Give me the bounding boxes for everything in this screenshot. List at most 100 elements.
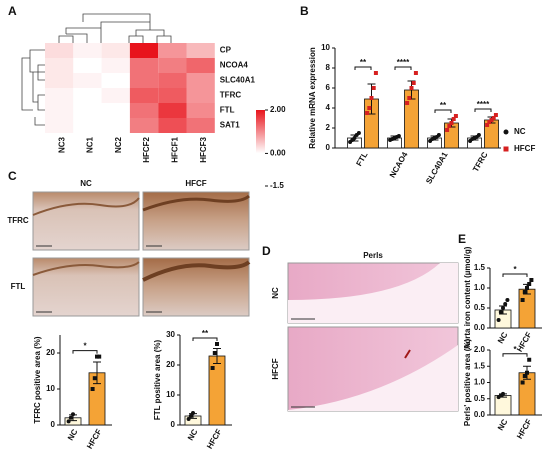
data-point bbox=[522, 290, 527, 294]
heatmap-cell bbox=[186, 103, 215, 118]
heatmap-cell bbox=[158, 118, 187, 133]
significance-label: ** bbox=[440, 101, 447, 110]
heatmap-cell bbox=[186, 58, 215, 73]
data-point bbox=[436, 133, 441, 137]
data-point bbox=[210, 366, 215, 370]
significance-bracket bbox=[192, 337, 218, 341]
data-point bbox=[92, 376, 97, 381]
row-label: FTL bbox=[220, 106, 235, 115]
y-tick-label: 0.5 bbox=[474, 394, 486, 403]
data-point bbox=[215, 342, 219, 346]
data-point bbox=[212, 351, 217, 355]
heatmap-cell bbox=[73, 73, 102, 88]
data-point bbox=[476, 133, 481, 137]
panel-label: E bbox=[458, 232, 466, 246]
significance-bracket bbox=[474, 108, 492, 112]
y-tick-label: 2.0 bbox=[474, 345, 486, 354]
colorbar-label: 2.00 bbox=[270, 105, 286, 114]
heatmap-cell bbox=[73, 43, 102, 58]
heatmap-cell bbox=[45, 88, 74, 103]
data-point bbox=[95, 354, 99, 359]
data-point bbox=[396, 134, 401, 138]
heatmap-cell bbox=[129, 43, 159, 58]
heatmap-cell bbox=[45, 103, 74, 118]
heatmap-cell bbox=[45, 58, 74, 73]
data-point bbox=[407, 96, 412, 100]
x-tick-label: HFCF bbox=[515, 417, 534, 440]
significance-label: * bbox=[513, 265, 517, 274]
heatmap-cell bbox=[45, 73, 74, 88]
heatmap-cell bbox=[158, 58, 187, 73]
data-point bbox=[66, 419, 71, 424]
data-point bbox=[409, 86, 414, 90]
y-tick-label: 8 bbox=[326, 63, 331, 72]
image-title: Perls bbox=[363, 251, 383, 260]
row-label: NCOA4 bbox=[220, 61, 249, 70]
column-label: HFCF3 bbox=[199, 136, 208, 162]
data-point bbox=[503, 302, 508, 306]
data-point bbox=[493, 113, 498, 117]
data-point bbox=[356, 131, 361, 135]
significance-bracket bbox=[502, 353, 528, 357]
data-point bbox=[68, 415, 73, 420]
column-label: HFCF1 bbox=[170, 136, 179, 162]
image-row-label: TFRC bbox=[7, 216, 29, 225]
data-point bbox=[365, 111, 370, 115]
heatmap-cell bbox=[129, 103, 159, 118]
data-point bbox=[451, 117, 456, 121]
y-tick-label: 0 bbox=[171, 420, 176, 429]
significance-label: * bbox=[513, 345, 517, 354]
heatmap-cell bbox=[158, 88, 187, 103]
data-point bbox=[520, 380, 525, 385]
y-tick-label: 0 bbox=[326, 143, 331, 152]
data-point bbox=[525, 286, 529, 290]
colorbar-label: -1.5 bbox=[270, 181, 284, 190]
data-point bbox=[405, 101, 410, 105]
significance-label: ** bbox=[202, 329, 209, 338]
significance-label: * bbox=[83, 342, 87, 351]
x-tick-label: NCAO4 bbox=[388, 150, 410, 179]
heatmap-cell bbox=[45, 118, 74, 133]
y-tick-label: 1.0 bbox=[474, 378, 486, 387]
heatmap-cell bbox=[101, 43, 130, 58]
column-label: NC3 bbox=[57, 136, 66, 153]
x-tick-label: NC bbox=[496, 330, 510, 345]
data-point bbox=[496, 318, 501, 322]
data-point bbox=[453, 114, 458, 118]
heatmap-cell bbox=[101, 58, 130, 73]
x-tick-label: SLC40A1 bbox=[424, 150, 450, 185]
data-point bbox=[191, 411, 195, 415]
column-label: NC1 bbox=[86, 136, 95, 153]
data-point bbox=[527, 282, 532, 286]
data-point bbox=[90, 387, 95, 391]
data-point bbox=[491, 116, 496, 120]
colorbar bbox=[256, 110, 265, 186]
heatmap-cell bbox=[186, 73, 215, 88]
y-tick-label: 1.5 bbox=[474, 263, 486, 272]
y-tick-label: 10 bbox=[46, 384, 55, 393]
x-tick-label: NC bbox=[496, 417, 510, 432]
panel-label: A bbox=[8, 4, 17, 18]
data-point bbox=[527, 357, 532, 362]
data-point bbox=[505, 298, 510, 302]
dendrograms bbox=[21, 13, 172, 126]
heatmap-cell bbox=[186, 43, 215, 58]
y-tick-label: 0.0 bbox=[474, 323, 486, 332]
significance-label: **** bbox=[477, 100, 490, 109]
data-point bbox=[529, 278, 534, 282]
row-label: TFRC bbox=[220, 91, 242, 100]
data-point bbox=[413, 71, 418, 75]
heatmap-cell bbox=[101, 118, 130, 133]
y-tick-label: 1.0 bbox=[474, 283, 486, 292]
heatmap-cell bbox=[73, 88, 102, 103]
data-point bbox=[369, 96, 374, 100]
y-axis-label: Aorta iron content (µmol/g) bbox=[463, 246, 472, 349]
significance-bracket bbox=[72, 350, 98, 354]
data-point bbox=[445, 128, 450, 132]
y-tick-label: 0.0 bbox=[474, 410, 486, 419]
significance-bracket bbox=[434, 109, 452, 113]
data-point bbox=[485, 123, 490, 127]
panel-label: B bbox=[300, 4, 309, 18]
significance-bracket bbox=[502, 273, 528, 277]
y-axis-label: FTL positive area (%) bbox=[153, 340, 162, 421]
